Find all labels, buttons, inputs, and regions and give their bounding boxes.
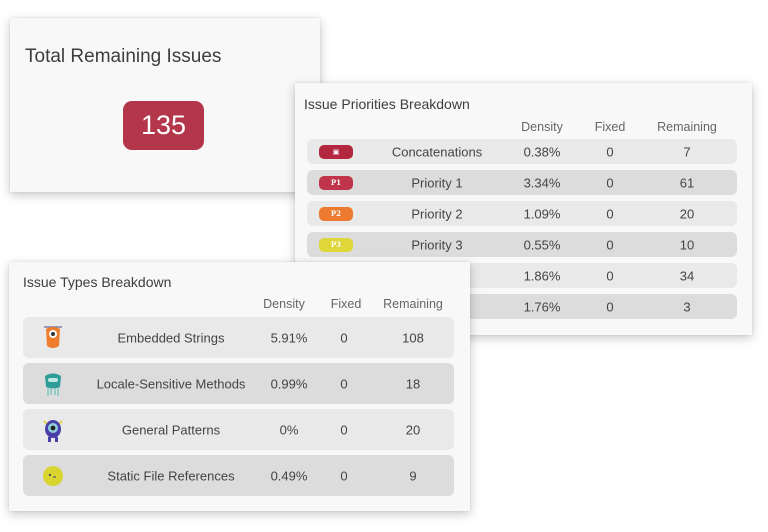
priority-density: 0.55% — [523, 237, 561, 252]
priority-row-p2[interactable]: P2 Priority 2 1.09% 0 20 — [307, 201, 737, 226]
priority-name: Concatenations — [391, 144, 483, 159]
priority-density: 1.76% — [523, 299, 561, 314]
orange-monster-icon — [44, 325, 62, 348]
type-fixed: 0 — [340, 468, 348, 483]
type-density: 5.91% — [270, 330, 308, 345]
priority-fixed: 0 — [606, 206, 614, 221]
priority-density: 1.09% — [523, 206, 561, 221]
purple-monster-icon — [43, 419, 63, 442]
type-density: 0.99% — [270, 376, 308, 391]
priority-row-concatenations[interactable]: ▣ Concatenations 0.38% 0 7 — [307, 139, 737, 164]
type-row-embedded-strings[interactable]: Embedded Strings 5.91% 0 108 — [23, 317, 454, 358]
priorities-remaining-header: Remaining — [657, 120, 717, 134]
type-name: General Patterns — [121, 422, 221, 437]
p1-badge-icon: P1 — [319, 175, 353, 190]
yellow-monster-icon — [43, 465, 63, 486]
type-remaining: 20 — [405, 422, 421, 437]
total-remaining-count-badge: 135 — [123, 101, 204, 150]
type-fixed: 0 — [340, 330, 348, 345]
priority-name: Priority 2 — [411, 206, 463, 221]
total-remaining-issues-card: Total Remaining Issues 135 — [10, 18, 320, 192]
priority-remaining: 20 — [679, 206, 695, 221]
type-name: Locale-Sensitive Methods — [96, 376, 246, 391]
type-fixed: 0 — [340, 376, 348, 391]
priority-fixed: 0 — [606, 268, 614, 283]
issue-types-panel: Issue Types Breakdown Density Fixed Rema… — [9, 262, 470, 511]
priority-row-p3[interactable]: P3 Priority 3 0.55% 0 10 — [307, 232, 737, 257]
priorities-panel-title: Issue Priorities Breakdown — [304, 96, 470, 112]
priority-remaining: 61 — [679, 175, 695, 190]
p3-badge-icon: P3 — [319, 237, 353, 252]
priority-fixed: 0 — [606, 299, 614, 314]
priority-fixed: 0 — [606, 144, 614, 159]
types-fixed-header: Fixed — [330, 297, 362, 311]
priority-remaining: 10 — [679, 237, 695, 252]
priority-density: 3.34% — [523, 175, 561, 190]
priority-remaining: 7 — [683, 144, 691, 159]
concatenation-icon: ▣ — [319, 144, 353, 159]
type-density: 0% — [279, 422, 299, 437]
type-fixed: 0 — [340, 422, 348, 437]
priorities-density-header: Density — [521, 120, 563, 134]
priority-fixed: 0 — [606, 175, 614, 190]
types-density-header: Density — [263, 297, 305, 311]
type-row-static-file-references[interactable]: Static File References 0.49% 0 9 — [23, 455, 454, 496]
type-density: 0.49% — [270, 468, 308, 483]
type-remaining: 108 — [402, 330, 424, 345]
type-remaining: 9 — [409, 468, 417, 483]
total-card-title: Total Remaining Issues — [25, 46, 222, 67]
types-remaining-header: Remaining — [383, 297, 443, 311]
teal-monster-icon — [45, 373, 61, 396]
priority-remaining: 3 — [683, 299, 691, 314]
type-name: Embedded Strings — [117, 330, 225, 345]
type-row-locale-sensitive-methods[interactable]: Locale-Sensitive Methods 0.99% 0 18 — [23, 363, 454, 404]
type-row-general-patterns[interactable]: General Patterns 0% 0 20 — [23, 409, 454, 450]
priority-row-p1[interactable]: P1 Priority 1 3.34% 0 61 — [307, 170, 737, 195]
priorities-fixed-header: Fixed — [594, 120, 626, 134]
types-panel-title: Issue Types Breakdown — [23, 274, 172, 290]
priority-name: Priority 1 — [411, 175, 463, 190]
priority-density: 0.38% — [523, 144, 561, 159]
priority-remaining: 34 — [679, 268, 695, 283]
priority-density: 1.86% — [523, 268, 561, 283]
p2-badge-icon: P2 — [319, 206, 353, 221]
type-remaining: 18 — [405, 376, 421, 391]
priority-fixed: 0 — [606, 237, 614, 252]
type-name: Static File References — [107, 468, 235, 483]
priority-name: Priority 3 — [411, 237, 463, 252]
